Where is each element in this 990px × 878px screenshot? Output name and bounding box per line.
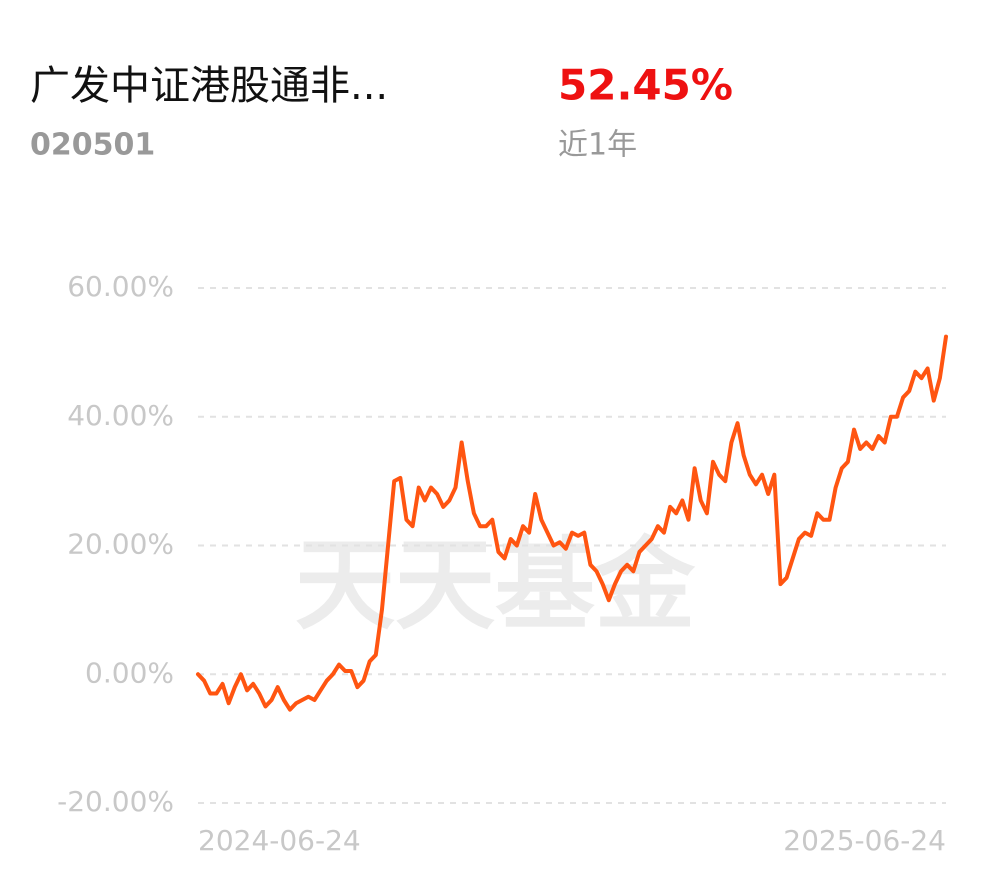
line-series [196, 334, 948, 712]
x-tick-label: 2025-06-24 [783, 824, 946, 857]
fund-name: 广发中证港股通非... [30, 63, 388, 109]
y-tick-label: 40.00% [67, 399, 174, 432]
fund-code: 020501 [30, 128, 155, 163]
y-tick-label: -20.00% [57, 785, 174, 818]
y-tick-label: 20.00% [67, 528, 174, 561]
x-tick-label: 2024-06-24 [198, 824, 361, 857]
return-period: 近1年 [558, 128, 637, 163]
return-value: 52.45% [558, 61, 733, 110]
y-tick-label: 0.00% [85, 656, 174, 689]
y-tick-label: 60.00% [67, 270, 174, 303]
